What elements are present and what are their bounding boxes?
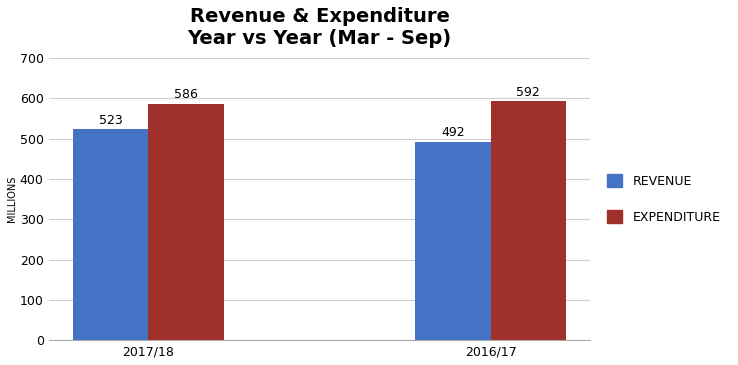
Text: 492: 492 — [441, 126, 465, 139]
Y-axis label: MILLIONS: MILLIONS — [7, 176, 17, 222]
Text: 592: 592 — [517, 86, 540, 99]
Text: 586: 586 — [174, 88, 198, 101]
Bar — [491, 101, 566, 340]
Text: 523: 523 — [99, 114, 123, 127]
Bar — [415, 142, 491, 340]
Title: Revenue & Expenditure
Year vs Year (Mar - Sep): Revenue & Expenditure Year vs Year (Mar … — [187, 7, 452, 48]
Bar — [148, 104, 224, 340]
Legend: REVENUE, EXPENDITURE: REVENUE, EXPENDITURE — [607, 174, 720, 224]
Bar — [73, 129, 148, 340]
